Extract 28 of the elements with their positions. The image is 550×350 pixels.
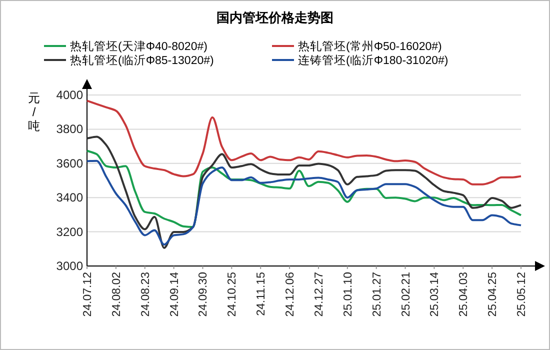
ylabel: 元/吨: [28, 91, 40, 133]
x-tick-label: 25.03.14: [429, 271, 442, 317]
x-tick-label: 24.08.02: [110, 272, 123, 317]
legend-label: 热轧管坯(临沂Φ85-13020#): [70, 54, 214, 67]
x-tick-label: 24.11.15: [256, 272, 268, 316]
x-tick-label: 24.10.25: [226, 272, 239, 317]
x-tick-label: 25.04.25: [487, 272, 500, 317]
x-tick-label: 24.09.30: [198, 272, 210, 317]
x-tick-label: 25.01.10: [342, 272, 354, 317]
y-tick-label: 4000: [56, 88, 84, 102]
x-tick-label: 25.05.12: [516, 272, 528, 317]
x-tick-label: 24.07.12: [82, 272, 94, 317]
x-tick-label: 24.08.23: [140, 272, 152, 317]
legend-label: 连铸管坯(临沂Φ180-31020#): [298, 54, 448, 67]
x-tick-label: 24.09.14: [168, 271, 181, 317]
x-tick-label: 24.12.27: [313, 272, 326, 317]
y-tick-label: 3000: [56, 259, 84, 273]
y-tick-label: 3200: [56, 224, 84, 239]
x-tick-label: 25.01.27: [371, 272, 384, 317]
legend-label: 热轧管坯(常州Φ50-16020#): [298, 40, 442, 53]
y-tick-label: 3800: [56, 122, 84, 136]
title: 国内管坯价格走势图: [216, 10, 334, 25]
x-tick-label: 24.12.06: [284, 272, 297, 317]
y-tick-label: 3600: [56, 156, 84, 170]
x-tick-label: 25.04.03: [458, 272, 470, 317]
legend-label: 热轧管坯(天津Φ40-8020#): [70, 40, 208, 53]
x-tick-label: 25.02.21: [400, 272, 412, 317]
y-tick-label: 3400: [56, 190, 84, 205]
